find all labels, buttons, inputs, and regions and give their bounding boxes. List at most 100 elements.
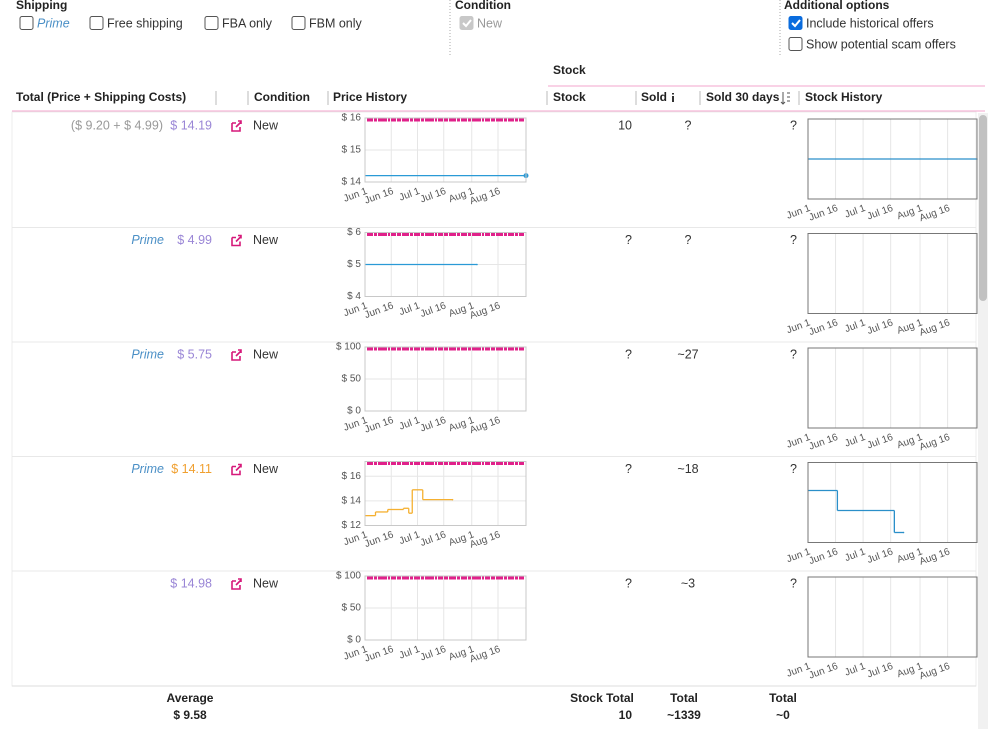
checkbox[interactable]: Prime [19, 16, 70, 30]
chart-frame [807, 233, 978, 314]
footer-value: ~1339 [667, 708, 701, 722]
check-mark [462, 19, 472, 28]
x-tick-label: Aug 16 [468, 186, 502, 207]
column-header[interactable]: Sold [641, 90, 667, 104]
checkbox-box[interactable] [459, 16, 474, 30]
x-tick-label: Jul 1 [843, 546, 867, 564]
condition: New [253, 347, 279, 361]
sold: ~3 [681, 576, 695, 590]
checkbox[interactable]: FBM only [291, 16, 363, 30]
x-tick-label: Aug 16 [468, 415, 502, 436]
x-tick-label: Aug 16 [918, 546, 952, 567]
x-tick-label: Jul 16 [419, 529, 448, 549]
x-tick-label: Jul 16 [866, 661, 895, 681]
checkbox-box[interactable] [204, 16, 219, 30]
checkbox-box[interactable] [788, 37, 803, 51]
x-tick-label: Jun 16 [808, 317, 840, 338]
checkbox-box[interactable] [19, 16, 34, 30]
condition: New [253, 233, 279, 247]
chart-frame [807, 462, 978, 543]
stock: ? [625, 576, 632, 590]
column-header[interactable]: Total (Price + Shipping Costs) [16, 90, 186, 104]
x-tick-label: Aug 16 [918, 432, 952, 453]
external-link[interactable] [231, 234, 242, 247]
total-price: $ 5.75 [177, 347, 212, 361]
column-header[interactable]: Price History [333, 90, 407, 104]
y-tick-label: $ 6 [347, 227, 361, 238]
checkbox[interactable]: Include historical offers [788, 16, 934, 30]
x-tick-label: Aug 16 [918, 661, 952, 682]
x-tick-label: Jun 16 [808, 661, 840, 682]
sort-icon[interactable] [780, 92, 790, 105]
filter-title: Additional options [784, 0, 890, 12]
external-link[interactable] [231, 349, 242, 361]
x-tick-label: Jun 16 [363, 415, 395, 436]
column-header[interactable]: Stock [553, 90, 586, 104]
checkbox[interactable]: FBA only [204, 16, 273, 30]
checkbox-label: New [477, 16, 503, 30]
chart-frame [807, 347, 978, 429]
chart-frame [364, 575, 527, 641]
x-tick-label: Aug 16 [918, 203, 952, 224]
checkbox-label: Include historical offers [806, 16, 934, 30]
chart-frame [807, 118, 978, 200]
y-tick-label: $ 15 [342, 145, 362, 156]
x-tick-label: Aug 16 [918, 317, 952, 338]
sold: ? [685, 233, 692, 247]
external-link[interactable] [231, 463, 242, 476]
x-tick-label: Jun 16 [363, 529, 395, 550]
x-tick-label: Aug 16 [468, 300, 502, 321]
x-tick-label: Jul 1 [843, 432, 867, 450]
footer-label: Total [769, 691, 797, 705]
checkbox[interactable]: Show potential scam offers [788, 37, 956, 51]
footer-value: ~0 [776, 708, 790, 722]
scrollbar-thumb[interactable] [979, 115, 987, 301]
chart-frame [364, 232, 527, 297]
y-tick-label: $ 0 [347, 406, 361, 417]
external-link[interactable] [231, 120, 242, 132]
x-tick-label: Jun 16 [363, 186, 395, 207]
footer-label: Total [670, 691, 698, 705]
y-tick-label: $ 14 [342, 496, 362, 507]
sold-30-days: ? [790, 576, 797, 590]
external-link[interactable] [231, 578, 242, 590]
y-tick-label: $ 100 [336, 571, 361, 582]
y-tick-label: $ 16 [342, 113, 362, 124]
footer-value: 10 [619, 708, 633, 722]
filter-title: Condition [455, 0, 511, 12]
scrollbar-track [978, 113, 988, 729]
chart-frame [364, 461, 527, 526]
checkbox-box[interactable] [89, 16, 104, 30]
checkbox[interactable]: Free shipping [89, 16, 183, 30]
y-tick-label: $ 5 [347, 259, 361, 270]
group-header: Stock [553, 63, 586, 77]
x-tick-label: Jul 1 [843, 317, 867, 335]
checkbox-label: Free shipping [107, 16, 183, 30]
sold: ? [685, 118, 692, 132]
checkbox[interactable]: New [459, 16, 503, 30]
y-tick-label: $ 50 [342, 603, 362, 614]
x-tick-label: Jul 1 [843, 661, 867, 679]
filter-title: Shipping [16, 0, 67, 12]
checkbox-box[interactable] [788, 16, 803, 30]
checkbox-box[interactable] [291, 16, 306, 30]
end-point [476, 263, 478, 266]
check-mark [791, 19, 801, 28]
stock: 10 [618, 118, 632, 132]
column-header[interactable]: Stock History [805, 90, 883, 104]
sold: ~27 [677, 347, 698, 361]
column-header[interactable]: Condition [254, 90, 310, 104]
checkbox-label: FBM only [309, 16, 363, 30]
stock: ? [625, 462, 632, 476]
total-price: $ 14.19 [170, 118, 212, 132]
x-tick-label: Jul 16 [419, 644, 448, 664]
x-tick-label: Aug 16 [468, 644, 502, 665]
column-header[interactable]: Sold 30 days [706, 90, 780, 104]
prime-label: Prime [131, 347, 164, 361]
y-tick-label: $ 16 [342, 471, 362, 482]
